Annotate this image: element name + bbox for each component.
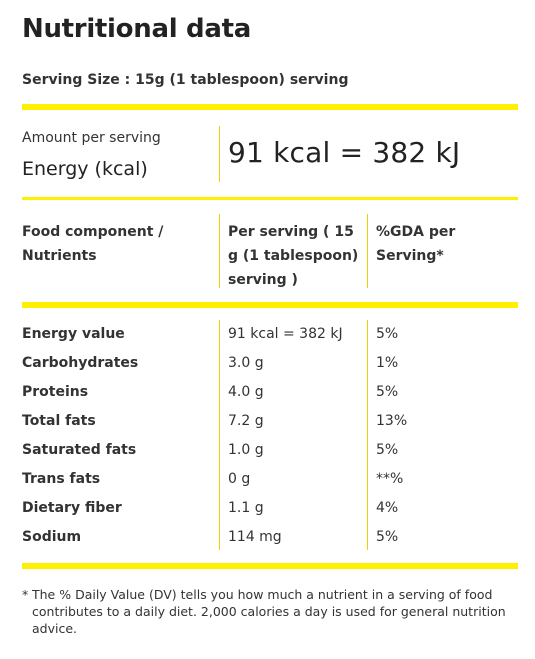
per-serving-value: 114 mg: [228, 529, 282, 545]
per-serving-value: 91 kcal = 382 kJ: [228, 326, 343, 342]
table-row: Carbohydrates 3.0 g 1%: [22, 349, 518, 378]
per-serving-value: 1.0 g: [228, 442, 264, 458]
header-per-serving: Per serving ( 15 g (1 tablespoon) servin…: [228, 224, 359, 288]
nutrient-name: Trans fats: [22, 471, 101, 487]
table-row: Trans fats 0 g **%: [22, 465, 518, 494]
footnote-marker: *: [22, 587, 29, 602]
nutrient-name: Total fats: [22, 413, 96, 429]
table-row: Saturated fats 1.0 g 5%: [22, 436, 518, 465]
serving-size: Serving Size : 15g (1 tablespoon) servin…: [22, 72, 349, 88]
energy-label: Energy (kcal): [22, 158, 148, 180]
nutrient-name: Carbohydrates: [22, 355, 139, 371]
table-row: Sodium 114 mg 5%: [22, 523, 518, 552]
per-serving-value: 4.0 g: [228, 384, 264, 400]
nutrient-name: Proteins: [22, 384, 89, 400]
table-row: Total fats 7.2 g 13%: [22, 407, 518, 436]
per-serving-value: 3.0 g: [228, 355, 264, 371]
gda-value: 5%: [376, 384, 399, 400]
gda-value: 1%: [376, 355, 399, 371]
per-serving-value: 0 g: [228, 471, 251, 487]
footnote: * The % Daily Value (DV) tells you how m…: [22, 586, 514, 637]
body-divider-1: [219, 320, 220, 550]
nutrient-name: Sodium: [22, 529, 82, 545]
divider-header: [22, 302, 518, 308]
table-row: Dietary fiber 1.1 g 4%: [22, 494, 518, 523]
energy-value: 91 kcal = 382 kJ: [228, 136, 461, 169]
gda-value: 5%: [376, 442, 399, 458]
divider-bottom: [22, 563, 518, 569]
header-nutrients: Food component / Nutrients: [22, 224, 164, 264]
nutrient-name: Energy value: [22, 326, 125, 342]
table-row: Proteins 4.0 g 5%: [22, 378, 518, 407]
page-title: Nutritional data: [22, 14, 251, 44]
divider-top: [22, 104, 518, 110]
header-divider-2: [367, 214, 368, 288]
footnote-text: The % Daily Value (DV) tells you how muc…: [32, 587, 506, 636]
gda-value: 4%: [376, 500, 399, 516]
per-serving-value: 7.2 g: [228, 413, 264, 429]
gda-value: **%: [376, 471, 404, 487]
per-serving-value: 1.1 g: [228, 500, 264, 516]
gda-value: 13%: [376, 413, 408, 429]
amount-per-serving-label: Amount per serving: [22, 130, 161, 146]
gda-value: 5%: [376, 326, 399, 342]
gda-value: 5%: [376, 529, 399, 545]
header-gda: %GDA per Serving*: [376, 224, 456, 264]
body-divider-2: [367, 320, 368, 550]
header-divider-1: [219, 214, 220, 288]
nutrient-name: Dietary fiber: [22, 500, 122, 516]
energy-divider: [219, 126, 220, 182]
nutrient-name: Saturated fats: [22, 442, 137, 458]
table-row: Energy value 91 kcal = 382 kJ 5%: [22, 320, 518, 349]
divider-energy: [22, 197, 518, 200]
